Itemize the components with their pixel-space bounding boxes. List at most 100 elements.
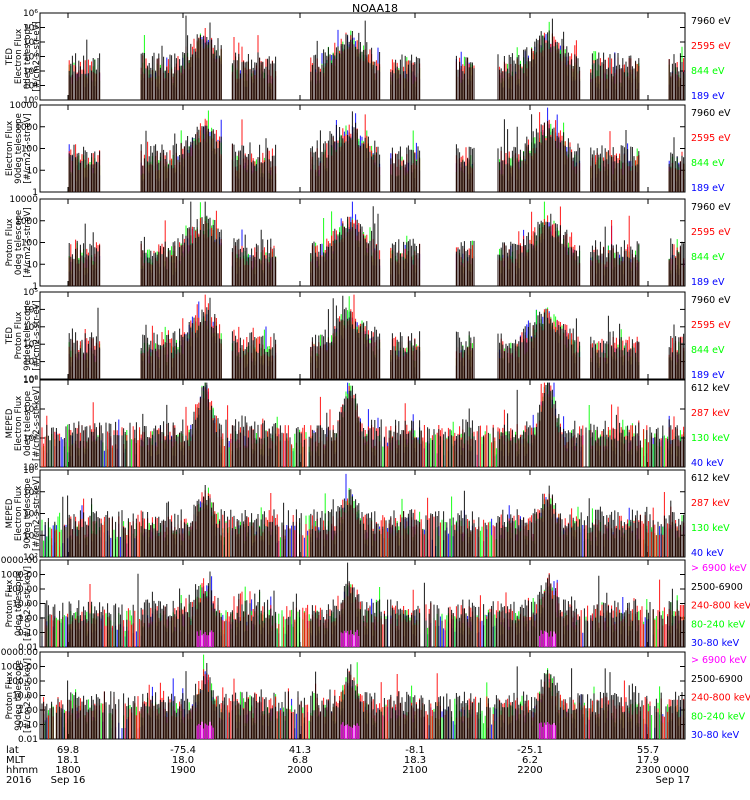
y-tick-label: 10.00: [12, 692, 38, 702]
legend-entry: 2500-6900: [691, 582, 743, 593]
legend-entry: 189 eV: [691, 91, 725, 102]
legend-entry: 30-80 keV: [691, 638, 740, 649]
y-axis-label: MEPED: [5, 408, 15, 438]
y-tick-label: 100: [21, 145, 38, 155]
y-axis-label: [#/cm2-s-str-eV]: [32, 21, 42, 91]
y-tick-label: 1.00: [18, 614, 38, 624]
y-tick-label: 10: [27, 260, 39, 270]
panel-3: 1 10 100 1000 10000 Proton Flux 0deg telescope…: [5, 195, 731, 292]
plot-title: NOAA18: [351, 2, 399, 15]
y-axis-label: [#/cm2-s-str-eV]: [23, 113, 33, 183]
legend-entry: 130 keV: [691, 523, 730, 534]
y-tick-label: 10²: [23, 434, 38, 444]
legend-entry: 844 eV: [691, 345, 725, 356]
panel-2: 1 10 100 1000 10000 Electron Flux 90deg telesc…: [5, 101, 731, 198]
y-axis-label: Proton Flux: [14, 312, 24, 360]
y-tick-label: 10⁵: [23, 24, 38, 34]
y-tick-label: 10000.00: [0, 648, 38, 658]
y-tick-label: 10⁰: [23, 96, 38, 106]
legend-entry: 2595 eV: [691, 227, 731, 238]
legend-entry: 844 eV: [691, 158, 725, 169]
y-tick-label: 10⁵: [23, 288, 38, 298]
panel-4: 10⁰ 10¹ 10² 10³ 10⁴ 10⁵ TED Proton Flux 90deg te…: [5, 288, 731, 385]
y-axis-label: 90deg telescope: [14, 660, 24, 731]
y-axis-label: MEPED: [5, 498, 15, 528]
y-axis-label: [#/cm2-s-str-keV]: [32, 386, 42, 461]
series-7960-ev: [68, 111, 685, 192]
y-tick-label: 10¹: [23, 82, 38, 92]
y-tick-label: 10²: [23, 67, 38, 77]
panel-1: 10⁰ 10¹ 10² 10³ 10⁴ 10⁵ 10⁶ TED Electron Flux 0de…: [5, 9, 731, 106]
y-tick-label: 1000: [15, 123, 38, 133]
y-tick-label: 10⁴: [23, 405, 38, 415]
y-axis-label: 90deg telescope: [23, 478, 33, 549]
y-axis-label: 0deg telescope: [23, 24, 33, 89]
legend-entry: 2500-6900: [691, 674, 743, 685]
legend-entry: 844 eV: [691, 66, 725, 77]
legend-entry: 7960 eV: [691, 202, 731, 213]
series--6900-kev: [196, 721, 557, 739]
y-tick-label: 1000.00: [1, 571, 38, 581]
y-tick-label: 100.00: [7, 677, 39, 687]
y-tick-label: 10¹: [23, 358, 38, 368]
y-axis-label: Electron Flux: [5, 121, 15, 176]
y-axis-label: 0deg telescope: [23, 391, 33, 456]
y-axis-label: [#/cm2-s-str-keV]: [23, 566, 33, 641]
y-tick-label: 0.10: [18, 721, 38, 731]
series-7960-ev: [68, 201, 685, 286]
y-tick-label: 10: [27, 166, 39, 176]
legend-entry: > 6900 keV: [691, 563, 747, 574]
series-2500-6900: [41, 663, 685, 739]
legend-entry: 612 keV: [691, 383, 730, 394]
data-traces: [41, 562, 685, 647]
y-axis-label: 0deg telescope: [14, 571, 24, 636]
legend-entry: 7960 eV: [691, 108, 731, 119]
y-axis-label: 90deg telescope: [14, 113, 24, 184]
y-tick-label: 10³: [23, 531, 38, 541]
legend-entry: 7960 eV: [691, 295, 731, 306]
legend-entry: 30-80 keV: [691, 730, 740, 741]
data-traces: [41, 473, 685, 557]
y-tick-label: 0.10: [18, 629, 38, 639]
panel-7: 0.01 0.10 1.00 10.00 100.00 1000.00 10000.00 Pr…: [0, 556, 750, 653]
panel-6: 10² 10³ 10⁴ 10⁵ 10⁶ MEPED Electron Flux 90deg t…: [5, 466, 730, 563]
legend-entry: 612 keV: [691, 473, 730, 484]
y-tick-label: 1000: [15, 217, 38, 227]
legend-entry: 189 eV: [691, 370, 725, 381]
y-tick-label: 10000: [9, 195, 38, 205]
legend-entry: 287 keV: [691, 408, 730, 419]
panel-5: 10⁰ 10² 10⁴ 10⁶ MEPED Electron Flux 0deg teles…: [5, 376, 730, 473]
y-tick-label: 10²: [23, 553, 38, 563]
y-axis-label: Electron Flux: [14, 396, 24, 451]
legend-entry: 80-240 keV: [691, 619, 746, 630]
y-tick-label: 1: [32, 188, 38, 198]
legend-entry: 2595 eV: [691, 320, 731, 331]
y-tick-label: 10⁶: [23, 9, 38, 19]
series-7960-ev: [68, 15, 685, 100]
y-tick-label: 1.00: [18, 706, 38, 716]
y-tick-label: 10⁴: [23, 305, 38, 315]
legend-entry: 2595 eV: [691, 41, 731, 52]
legend-entry: 240-800 keV: [691, 693, 750, 704]
data-traces: [41, 654, 685, 739]
series-287-kev: [41, 382, 685, 467]
legend-entry: 189 eV: [691, 277, 725, 288]
y-tick-label: 10⁰: [23, 463, 38, 473]
legend-entry: > 6900 keV: [691, 655, 747, 666]
legend-entry: 80-240 keV: [691, 711, 746, 722]
y-tick-label: 10³: [23, 323, 38, 333]
y-tick-label: 0.01: [18, 735, 38, 745]
y-tick-label: 10⁴: [23, 510, 38, 520]
legend-entry: 2595 eV: [691, 133, 731, 144]
legend-entry: 189 eV: [691, 183, 725, 194]
y-axis-label: Proton Flux: [5, 580, 15, 628]
y-tick-label: 100: [21, 239, 38, 249]
legend-entry: 287 keV: [691, 498, 730, 509]
legend-entry: 240-800 keV: [691, 601, 750, 612]
series-612-kev: [46, 382, 685, 467]
y-axis-label: TED: [5, 47, 15, 66]
legend-entry: 40 keV: [691, 548, 724, 559]
y-axis-label: 90deg telescope: [23, 300, 33, 371]
y-axis-label: [#/cm2-s-str-keV]: [23, 658, 33, 733]
